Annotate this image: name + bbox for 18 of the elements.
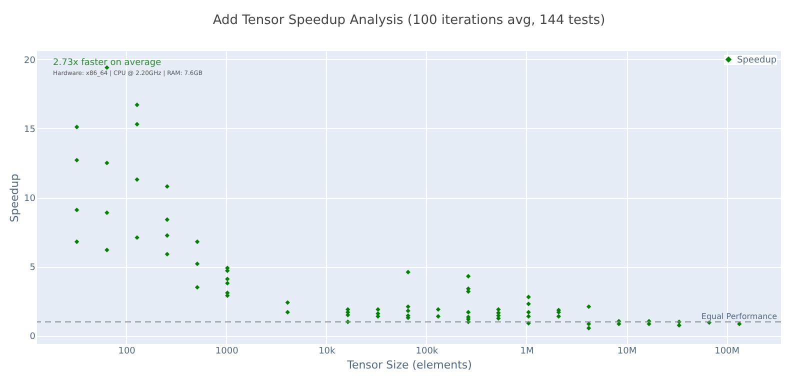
x-tick-label: 1000 (215, 346, 239, 356)
y-tick-label: 10 (24, 194, 36, 204)
ref-line-label: Equal Performance (701, 312, 778, 321)
x-tick-label: 100k (416, 346, 439, 356)
y-tick-label: 15 (24, 124, 36, 135)
y-tick-label: 5 (30, 263, 36, 274)
x-tick-label: 100M (714, 346, 740, 356)
legend-label: Speedup (737, 56, 777, 66)
y-tick-label: 0 (30, 332, 36, 342)
chart-title: Add Tensor Speedup Analysis (100 iterations avg, 144 tests) (212, 13, 606, 28)
x-tick-label: 1M (520, 346, 534, 356)
x-tick-label: 10k (318, 346, 336, 356)
x-tick-label: 100 (118, 346, 136, 356)
y-tick-label: 20 (24, 56, 36, 66)
y-axis-title: Speedup (8, 174, 22, 222)
x-tick-label: 10M (617, 346, 637, 356)
x-axis-title: Tensor Size (elements) (346, 358, 472, 372)
annotation: 2.73x faster on average (53, 58, 162, 68)
